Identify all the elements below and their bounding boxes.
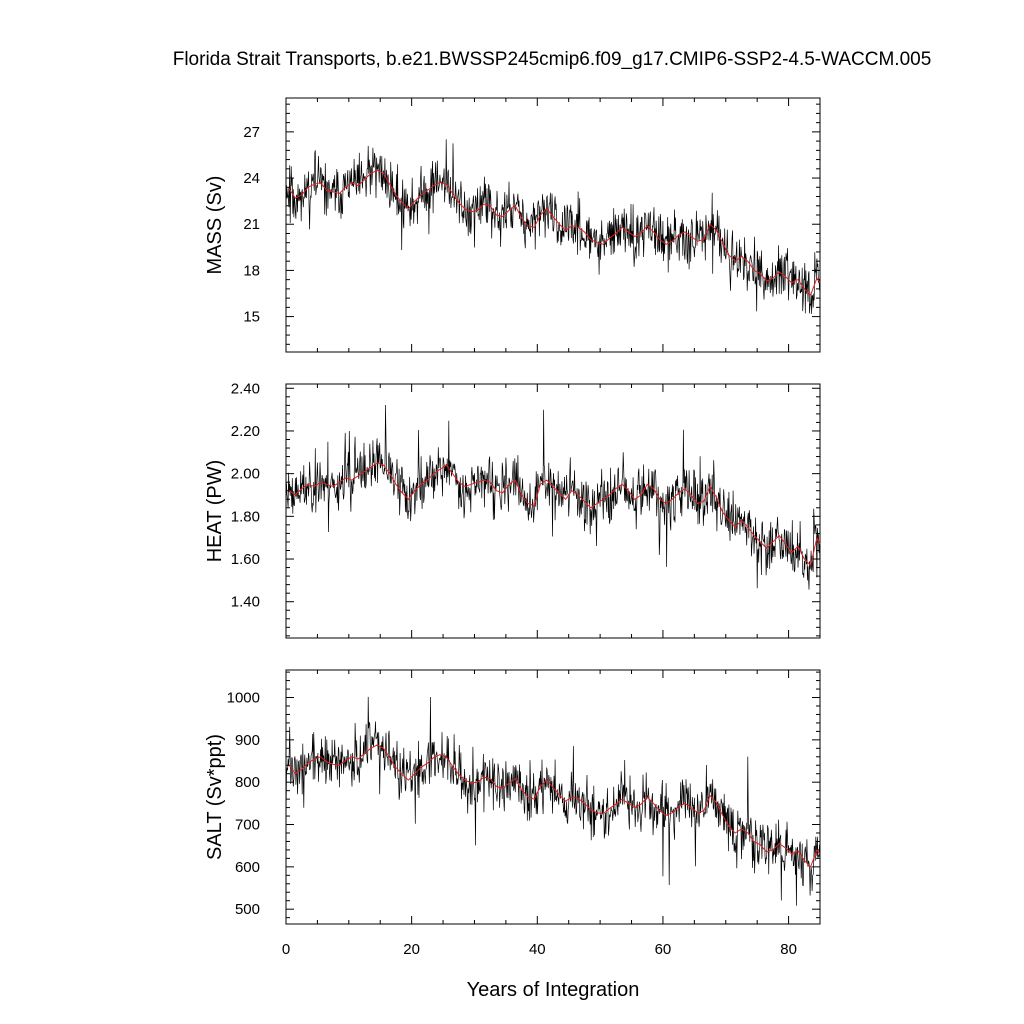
plot-frame [285, 383, 821, 639]
monthly-series-line [285, 139, 821, 314]
y-tick-label: 15 [243, 309, 260, 326]
panel-1: 15 18 21 24 27 MASS (Sv) [204, 97, 821, 353]
y-tick-label: 24 [243, 170, 260, 187]
x-tick-label: 80 [780, 941, 797, 958]
y-tick-label: 1.40 [231, 594, 260, 611]
x-tick-label: 20 [403, 941, 420, 958]
y-tick-label: 600 [235, 859, 260, 876]
y-tick-label: 500 [235, 901, 260, 918]
y-tick-label: 18 [243, 262, 260, 279]
x-axis-label: Years of Integration [467, 979, 640, 1001]
y-tick-label: 1.60 [231, 551, 260, 568]
panels-group: 15 18 21 24 27 MASS (Sv) 1.40 1.60 1.80 2.00 2.20 2… [204, 97, 821, 958]
y-axis-label: HEAT (PW) [204, 460, 226, 563]
annual-mean-line [288, 169, 821, 296]
x-tick-label: 0 [282, 941, 290, 958]
y-axis-label: SALT (Sv*ppt) [204, 734, 226, 860]
annual-mean-line [288, 462, 821, 567]
y-tick-label: 900 [235, 732, 260, 749]
y-tick-label: 2.40 [231, 380, 260, 397]
y-tick-label: 2.00 [231, 466, 260, 483]
y-tick-label: 700 [235, 817, 260, 834]
y-tick-label: 2.20 [231, 423, 260, 440]
y-tick-label: 800 [235, 774, 260, 791]
y-tick-label: 27 [243, 124, 260, 141]
y-tick-label: 21 [243, 216, 260, 233]
y-axis-label: MASS (Sv) [204, 176, 226, 275]
y-tick-label: 1000 [227, 690, 260, 707]
x-tick-label: 40 [529, 941, 546, 958]
monthly-series-line [285, 696, 821, 906]
monthly-series-line [285, 404, 821, 590]
annual-mean-line [288, 744, 821, 868]
panel-3: 500 600 700 800 900 1000 SALT (Sv*ppt) [204, 669, 821, 925]
chart-title: Florida Strait Transports, b.e21.BWSSP24… [173, 49, 932, 70]
panel-2: 1.40 1.60 1.80 2.00 2.20 2.40 HEAT (PW) [204, 380, 821, 639]
x-tick-label: 60 [655, 941, 672, 958]
plot-frame [285, 97, 821, 353]
y-tick-label: 1.80 [231, 508, 260, 525]
